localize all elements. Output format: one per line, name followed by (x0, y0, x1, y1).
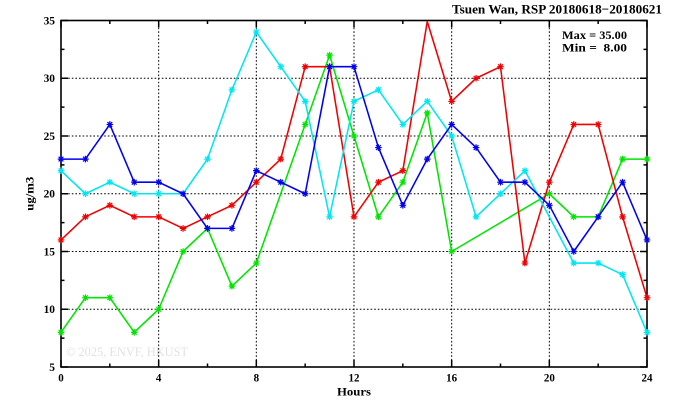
svg-text:30: 30 (44, 71, 55, 85)
svg-text:20: 20 (544, 371, 555, 385)
svg-text:24: 24 (642, 371, 653, 385)
svg-text:20: 20 (44, 187, 55, 201)
svg-text:Min = 8.00: Min = 8.00 (562, 40, 627, 54)
svg-text:25: 25 (44, 129, 55, 143)
svg-text:Hours: Hours (337, 385, 371, 399)
svg-text:15: 15 (44, 244, 55, 258)
svg-text:© 2025, ENVF, HKUST: © 2025, ENVF, HKUST (66, 345, 188, 359)
svg-text:Max = 35.00: Max = 35.00 (562, 28, 627, 42)
svg-text:4: 4 (156, 371, 162, 385)
svg-text:35: 35 (44, 13, 55, 27)
svg-text:Tsuen Wan, RSP 20180618−201806: Tsuen Wan, RSP 20180618−20180621 (452, 2, 662, 17)
svg-text:8: 8 (254, 371, 260, 385)
svg-text:10: 10 (44, 302, 55, 316)
svg-text:5: 5 (49, 360, 55, 374)
svg-text:ug/m3: ug/m3 (23, 177, 37, 211)
svg-text:12: 12 (349, 371, 360, 385)
svg-text:16: 16 (446, 371, 457, 385)
svg-text:0: 0 (58, 371, 64, 385)
